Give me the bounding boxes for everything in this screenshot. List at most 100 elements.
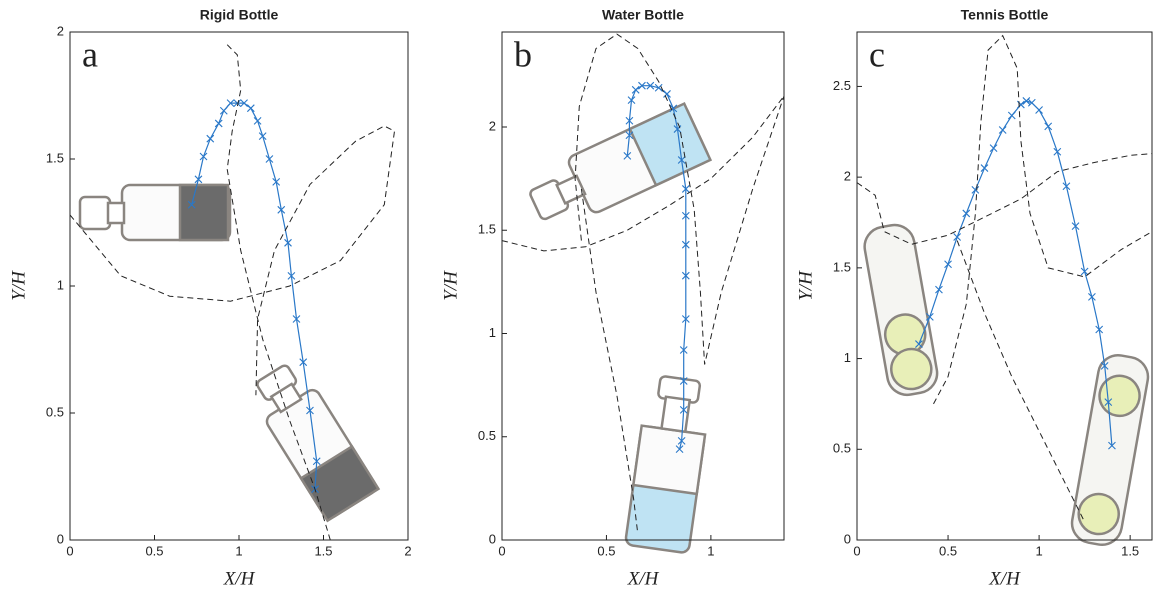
trajectory-point xyxy=(681,271,690,280)
trajectory-point xyxy=(284,238,292,247)
trajectory-point xyxy=(971,185,980,194)
trajectory-point xyxy=(998,126,1007,134)
trajectory-point xyxy=(265,155,274,163)
x-tick-label: 0.5 xyxy=(939,543,957,558)
trajectory-point xyxy=(623,152,632,160)
trajectory-envelope xyxy=(69,125,396,396)
y-tick-label: 0.5 xyxy=(46,404,64,419)
y-tick-label: 2 xyxy=(57,23,64,38)
chart-title: Tennis Bottle xyxy=(961,7,1049,23)
trajectory-point xyxy=(1071,222,1080,231)
y-tick-label: 0.5 xyxy=(478,428,496,443)
trajectory-point xyxy=(240,99,248,108)
trajectory-point xyxy=(663,90,671,98)
tennis-bottle-right xyxy=(1070,354,1150,546)
y-tick-label: 1 xyxy=(844,350,851,365)
trajectory-point xyxy=(935,285,943,294)
trajectory-point xyxy=(1044,122,1053,131)
trajectory-point xyxy=(989,144,998,153)
water-bottle-right xyxy=(624,375,707,554)
trajectory-point xyxy=(194,175,203,184)
trajectory-envelope xyxy=(933,34,1153,405)
trajectory-point xyxy=(915,340,923,348)
trajectory-point xyxy=(638,81,646,90)
x-tick-label: 2 xyxy=(404,543,411,558)
trajectory-point xyxy=(246,104,255,113)
trajectory-point xyxy=(272,177,281,186)
x-tick-label: 0.5 xyxy=(145,543,163,558)
trajectory-point xyxy=(669,104,678,113)
trajectory-point xyxy=(681,315,690,323)
trajectory-point xyxy=(1088,292,1096,301)
chart-title: Water Bottle xyxy=(602,7,684,23)
trajectory-point xyxy=(625,116,634,125)
trajectory-point xyxy=(219,106,228,115)
trajectory-point xyxy=(1022,97,1031,105)
trajectory-point xyxy=(1100,361,1109,370)
trajectory-point xyxy=(962,209,971,218)
trajectory-point xyxy=(675,445,684,454)
trajectory-point xyxy=(214,119,223,128)
y-tick-label: 1.5 xyxy=(46,150,64,165)
y-tick-label: 0 xyxy=(844,531,851,546)
y-tick-label: 1.5 xyxy=(478,222,496,237)
trajectory-point xyxy=(646,81,655,90)
y-tick-label: 2.5 xyxy=(833,78,851,93)
trajectory-point xyxy=(677,436,686,445)
x-tick-label: 0 xyxy=(66,543,73,558)
panel-letter: b xyxy=(514,34,532,74)
trajectory-point xyxy=(258,132,267,141)
trajectory-point xyxy=(631,85,640,94)
panel-letter: c xyxy=(869,34,885,74)
y-tick-label: 2 xyxy=(844,169,851,184)
trajectory-line xyxy=(626,85,687,450)
y-tick-label: 0.5 xyxy=(833,441,851,456)
y-tick-label: 1.5 xyxy=(833,259,851,274)
x-tick-label: 0.5 xyxy=(597,543,615,558)
trajectory-point xyxy=(312,457,321,466)
trajectory-point xyxy=(1108,441,1116,450)
trajectory-envelope xyxy=(956,240,1086,523)
trajectory-point xyxy=(953,233,962,241)
x-tick-label: 0 xyxy=(498,543,505,558)
y-tick-label: 1 xyxy=(489,325,496,340)
trajectory-point xyxy=(287,271,296,280)
trajectory-point xyxy=(306,406,314,415)
trajectory-point xyxy=(206,134,215,143)
x-tick-label: 0 xyxy=(853,543,860,558)
trajectory-point xyxy=(299,358,308,367)
tennis-bottle-left xyxy=(863,223,939,397)
trajectory-point xyxy=(681,240,690,249)
trajectory-envelope xyxy=(574,33,785,365)
y-axis-label: Y/H xyxy=(8,270,29,301)
y-tick-label: 2 xyxy=(489,118,496,133)
trajectory-point xyxy=(1027,98,1036,107)
trajectory-point xyxy=(925,312,934,321)
panel-letter: a xyxy=(82,34,98,74)
trajectory-point xyxy=(253,117,262,125)
bottle-illustrations xyxy=(78,101,1150,554)
x-tick-label: 1 xyxy=(235,543,242,558)
x-axis-label: X/H xyxy=(223,568,256,589)
panel: 0 0.5 1 0 0.5 1 1.5 2 Water Bottle X/H Y/H b xyxy=(440,7,785,589)
x-tick-label: 1.5 xyxy=(1121,543,1139,558)
x-axis-label: X/H xyxy=(988,568,1021,589)
trajectory-envelope xyxy=(226,44,331,541)
trajectory-point xyxy=(654,83,663,92)
trajectory-point xyxy=(627,96,636,105)
trajectory-point xyxy=(1095,325,1104,334)
trajectory-point xyxy=(292,315,301,323)
y-axis-label: Y/H xyxy=(795,270,816,301)
trajectory-point xyxy=(1007,111,1016,120)
trajectory-line xyxy=(191,102,318,490)
trajectory-point xyxy=(187,200,196,209)
y-tick-label: 1 xyxy=(57,277,64,292)
trajectory-point xyxy=(1062,182,1071,191)
trajectory-point xyxy=(1104,398,1113,407)
trajectory-point xyxy=(677,156,686,164)
trajectory-point xyxy=(679,377,688,385)
trajectory-point xyxy=(233,99,242,108)
panel: 0 0.5 1 1.5 2 0 0.5 1 1.5 2 Rigid Bottle X/H Y/H a xyxy=(8,7,411,590)
trajectory-point xyxy=(1080,267,1089,276)
